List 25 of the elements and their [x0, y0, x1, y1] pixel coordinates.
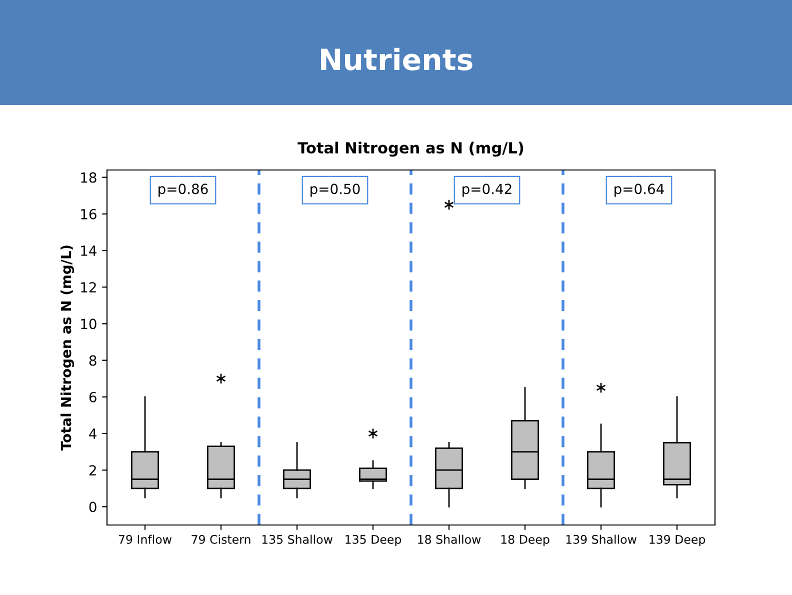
y-axis-title: Total Nitrogen as N (mg/L): [60, 246, 74, 451]
chart-title: Nutrients: [321, 48, 472, 70]
y-tick-label: 6: [89, 392, 96, 402]
x-tick-label: 135 Deep: [346, 534, 402, 546]
annotation: p=0.64: [614, 184, 664, 197]
x-tick-label: 135 Shallow: [262, 534, 332, 544]
x-tick-label: 79 Inflow: [118, 534, 172, 544]
y-tick-label: 2: [89, 465, 96, 476]
x-tick-label: 139 Shallow: [566, 534, 636, 544]
x-tick-label: 18 Deep: [501, 534, 550, 546]
annotation: p=0.42: [462, 184, 512, 197]
y-tick-label: 10: [81, 318, 96, 330]
y-tick-label: 14: [81, 246, 96, 256]
y-tick-label: 16: [81, 208, 96, 220]
x-tick-label: 139 Deep: [650, 534, 706, 546]
chart-subtitle: Total Nitrogen as N (mg/L): [298, 142, 524, 157]
x-tick-label: 18 Shallow: [418, 534, 481, 544]
annotation: p=0.50: [310, 184, 360, 197]
y-tick-label: 18: [81, 172, 96, 183]
x-tick-label: 79 Cistern: [192, 534, 250, 544]
y-tick-label: 8: [89, 355, 96, 366]
y-tick-label: 12: [81, 282, 96, 292]
y-tick-label: 4: [89, 428, 96, 439]
annotation: p=0.86: [158, 184, 208, 197]
y-tick-label: 0: [89, 502, 96, 512]
